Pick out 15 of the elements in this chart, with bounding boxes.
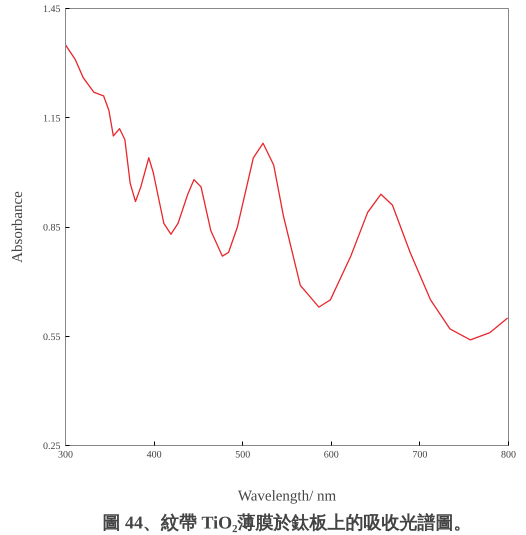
y-tick-label: 1.15 — [43, 113, 60, 124]
x-tick-label: 500 — [235, 450, 250, 460]
x-tick-label: 300 — [58, 450, 73, 460]
y-tick-label: 0.85 — [43, 222, 60, 234]
x-tick-label: 700 — [412, 450, 428, 460]
x-axis-title: Wavelength/ nm — [238, 488, 337, 504]
x-tick-label: 400 — [146, 450, 162, 460]
line-series — [66, 44, 508, 341]
y-tick-label: 0.55 — [43, 332, 60, 343]
x-tick-label: 600 — [324, 450, 339, 460]
caption: 圖 44、紋帶 TiO₂薄膜於鈦板上的吸收光譜圖。 — [102, 512, 472, 532]
y-tick-label: 1.45 — [43, 4, 60, 15]
x-tick-label: 800 — [501, 450, 516, 460]
y-tick-label: 0.25 — [43, 441, 60, 452]
y-axis-title: Absorbance — [10, 190, 26, 263]
